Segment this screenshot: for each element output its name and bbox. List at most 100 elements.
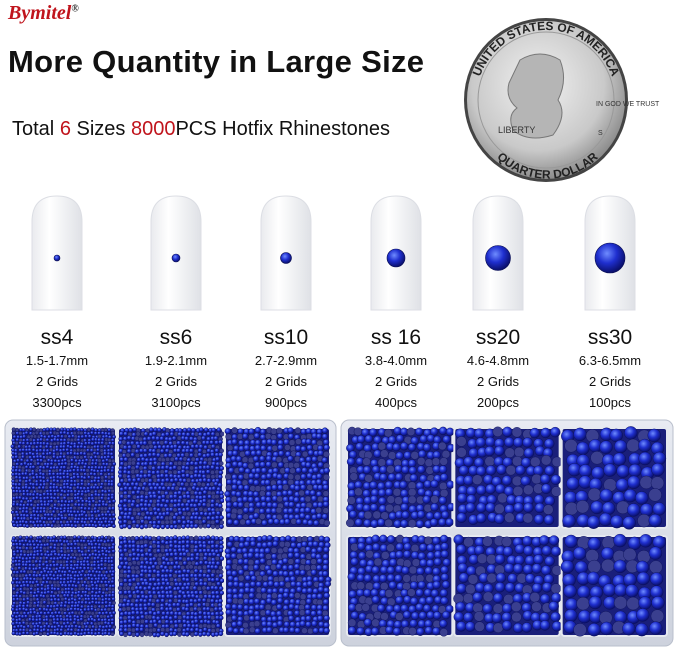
tray-rhinestone [164,614,170,620]
tray-rhinestone [652,502,666,516]
tray-rhinestone [540,565,552,576]
tray-rhinestone [48,580,53,585]
tray-rhinestone [197,610,203,616]
tray-rhinestone [281,564,289,572]
tray-rhinestone [45,496,50,501]
tray-rhinestone [167,598,173,604]
tray-rhinestone [25,458,30,463]
tray-rhinestone [497,492,508,504]
tray-rhinestone [97,549,102,554]
tray-rhinestone [407,443,417,452]
tray-rhinestone [14,468,19,473]
tray-rhinestone [513,437,524,448]
tray-rhinestone [76,475,81,480]
tray-rhinestone [287,564,295,571]
tray-rhinestone [255,581,263,588]
tray-rhinestone [21,545,26,550]
tray-rhinestone [190,427,196,433]
tray-rhinestone [68,472,73,477]
tray-rhinestone [82,475,87,480]
tray-rhinestone [69,479,74,484]
tray-rhinestone [110,538,115,543]
tray-rhinestone [210,498,216,504]
tray-rhinestone [513,502,524,513]
tray-rhinestone [110,431,115,436]
tray-rhinestone [321,433,329,440]
tray-rhinestone [151,465,157,471]
tray-rhinestone [140,618,145,624]
tray-rhinestone [350,611,359,620]
tray-rhinestone [512,622,524,634]
brand-mark: ® [71,3,79,15]
tray-rhinestone [72,475,77,480]
tray-rhinestone [38,428,43,433]
tray-rhinestone [63,600,68,605]
tray-rhinestone [203,552,209,557]
tray-rhinestone [165,524,171,529]
rhinestone [386,248,406,268]
tray-rhinestone [209,598,215,604]
tray-rhinestone [11,631,16,636]
tray-rhinestone [610,514,624,529]
tray-rhinestone [218,573,224,579]
tray-rhinestone [305,456,312,463]
tray-rhinestone [256,542,263,549]
tray-rhinestone [189,615,195,620]
tray-rhinestone [476,502,487,513]
tray-rhinestone [237,598,244,605]
tray-rhinestone [147,478,153,484]
tray-rhinestone [362,504,371,513]
tray-rhinestone [601,501,616,516]
tray-rhinestone [432,611,442,620]
tray-rhinestone [51,519,56,524]
tray-rhinestone [463,612,474,623]
tray-rhinestone [250,450,257,457]
tray-rhinestone [143,431,149,437]
tray-rhinestone [99,614,104,619]
tray-rhinestone [271,592,278,599]
tray-rhinestone [395,542,404,552]
tray-rhinestone [10,573,15,578]
tray-rhinestone [11,617,16,622]
tray-rhinestone [201,435,206,441]
tray-rhinestone [139,560,145,566]
tray-rhinestone [24,509,29,514]
tray-rhinestone [438,496,447,505]
tray-rhinestone [267,580,274,587]
tray-rhinestone [248,506,255,514]
tray-rhinestone [58,538,63,543]
tray-rhinestone [101,523,106,528]
tray-rhinestone [54,539,59,544]
tray-rhinestone [441,580,451,589]
tray-rhinestone [135,569,141,575]
tray-rhinestone [58,573,63,578]
tray-rhinestone [130,615,136,621]
tray-rhinestone [215,510,221,516]
tray-rhinestone [445,518,454,527]
tray-rhinestone [53,591,58,596]
tray-rhinestone [504,512,515,523]
tray-rhinestone [649,572,664,586]
tray-rhinestone [283,438,290,446]
tray-rhinestone [495,572,507,584]
tray-rhinestone [210,544,216,549]
tray-rhinestone [93,465,98,470]
tray-rhinestone [347,496,356,505]
tray-rhinestone [87,624,92,629]
tray-rhinestone [85,448,90,453]
tray-rhinestone [173,598,179,603]
tray-rhinestone [103,482,108,487]
tray-rhinestone [87,458,92,463]
tray-rhinestone [523,484,534,496]
tray-rhinestone [38,448,43,453]
tray-rhinestone [144,494,150,500]
tray-rhinestone [66,556,71,561]
tray-rhinestone [25,580,30,585]
tray-rhinestone [51,509,56,514]
tray-rhinestone [407,495,417,505]
tray-rhinestone [62,475,67,480]
tray-rhinestone [25,596,30,601]
rhinestone [594,242,626,274]
tray-rhinestone [123,632,128,638]
